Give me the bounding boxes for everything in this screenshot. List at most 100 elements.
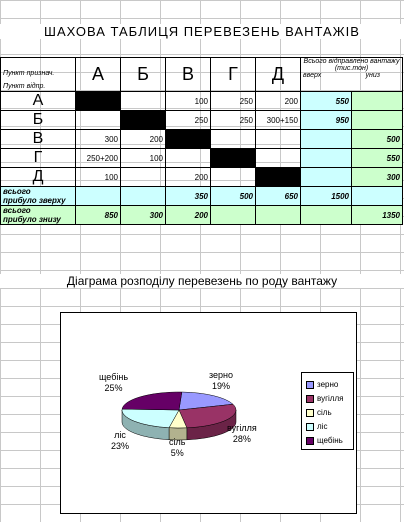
diagonal-cell[interactable]	[255, 167, 301, 187]
data-cell[interactable]	[255, 148, 301, 168]
sent-up-cell[interactable]: 550	[300, 91, 352, 111]
sent-down-cell[interactable]: 300	[351, 167, 403, 187]
col-header-v[interactable]: В	[165, 57, 211, 92]
pie-label-sil: сіль 5%	[169, 437, 185, 459]
pie-label-shchebin: щебінь 25%	[99, 372, 128, 394]
data-cell[interactable]	[210, 129, 256, 149]
data-cell[interactable]	[165, 148, 211, 168]
pie-label-lis: ліс 23%	[111, 430, 129, 452]
totals-top-cell[interactable]: 350	[165, 186, 211, 206]
row-header[interactable]: А	[0, 91, 76, 111]
data-cell[interactable]: 200	[255, 91, 301, 111]
row-header[interactable]: Д	[0, 167, 76, 187]
totals-top-label[interactable]: всього прибуло зверху	[0, 186, 76, 206]
data-cell[interactable]: 250+200	[75, 148, 121, 168]
data-cell[interactable]: 300+150	[255, 110, 301, 130]
legend-swatch	[306, 408, 314, 417]
data-cell[interactable]: 250	[165, 110, 211, 130]
pie-slice-ліс[interactable]	[121, 408, 180, 428]
data-cell[interactable]: 100	[120, 148, 166, 168]
pie-label-value: 5%	[170, 448, 184, 458]
pie-chart-svg	[121, 391, 237, 441]
totals-bottom-cell[interactable]: 200	[165, 205, 211, 225]
totals-bottom-label-1: всього	[3, 206, 31, 215]
data-cell[interactable]: 250	[210, 110, 256, 130]
totals-top-label-2: прибуло зверху	[3, 196, 66, 205]
sent-down-cell[interactable]: 500	[351, 129, 403, 149]
pie-label-value: 28%	[232, 434, 251, 444]
legend-swatch	[306, 394, 314, 403]
totals-top-cell[interactable]: 650	[255, 186, 301, 206]
row-header[interactable]: Б	[0, 110, 76, 130]
diagonal-cell[interactable]	[210, 148, 256, 168]
pie-label-name: щебінь	[99, 372, 129, 382]
row-header[interactable]: В	[0, 129, 76, 149]
sent-up-cell[interactable]	[300, 129, 352, 149]
sent-title: Всього відправлено вантажу (тис.тон)	[303, 58, 400, 72]
sent-up-cell[interactable]	[300, 148, 352, 168]
totals-top-label-1: всього	[3, 187, 31, 196]
totals-bottom-empty[interactable]	[300, 205, 352, 225]
legend-item: вугілля	[306, 393, 343, 404]
sheet-title: ШАХОВА ТАБЛИЦЯ ПЕРЕВЕЗЕНЬ ВАНТАЖІВ	[0, 24, 404, 39]
col-header-d[interactable]: Д	[255, 57, 301, 92]
legend-swatch	[306, 422, 314, 431]
totals-top-cell[interactable]	[120, 186, 166, 206]
totals-bottom-cell[interactable]: 850	[75, 205, 121, 225]
down-label: униз	[365, 72, 381, 79]
legend-item: сіль	[306, 407, 332, 418]
diagonal-cell[interactable]	[120, 110, 166, 130]
pie-label-vuhillia: вугілля 28%	[227, 423, 257, 445]
legend-item: щебінь	[306, 435, 343, 446]
col-header-a[interactable]: А	[75, 57, 121, 92]
data-cell[interactable]	[255, 129, 301, 149]
pie-slice-щебінь[interactable]	[121, 391, 183, 411]
sent-up-cell[interactable]: 950	[300, 110, 352, 130]
sent-up-cell[interactable]	[300, 167, 352, 187]
data-cell[interactable]: 100	[165, 91, 211, 111]
legend-label: щебінь	[317, 436, 343, 445]
data-cell[interactable]: 250	[210, 91, 256, 111]
sent-down-cell[interactable]	[351, 91, 403, 111]
chess-table: Пункт признач. Пункт відпр. А Б В Г Д Вс…	[0, 57, 403, 225]
data-cell[interactable]: 200	[165, 167, 211, 187]
totals-bottom-cell[interactable]	[210, 205, 256, 225]
pie-slice-вугілля[interactable]	[178, 403, 237, 429]
totals-top-cell[interactable]	[75, 186, 121, 206]
totals-bottom-sum[interactable]: 1350	[351, 205, 403, 225]
pie-chart[interactable]: щебінь 25% зерно 19% вугілля 28% сіль 5%…	[60, 312, 357, 514]
data-cell[interactable]: 100	[75, 167, 121, 187]
diagonal-cell[interactable]	[165, 129, 211, 149]
totals-bottom-label[interactable]: всього прибуло знизу	[0, 205, 76, 225]
sent-down-cell[interactable]: 550	[351, 148, 403, 168]
totals-top-empty[interactable]	[351, 186, 403, 206]
totals-top-cell[interactable]: 500	[210, 186, 256, 206]
totals-bottom-cell[interactable]: 300	[120, 205, 166, 225]
pie-label-name: зерно	[209, 370, 234, 380]
totals-top-sum[interactable]: 1500	[300, 186, 352, 206]
diagonal-cell[interactable]	[75, 91, 121, 111]
data-cell[interactable]	[75, 110, 121, 130]
data-cell[interactable]	[120, 167, 166, 187]
origin-label: Пункт відпр.	[3, 83, 46, 90]
sent-down-cell[interactable]	[351, 110, 403, 130]
sent-header[interactable]: Всього відправлено вантажу (тис.тон) вве…	[300, 57, 403, 92]
data-cell[interactable]	[120, 91, 166, 111]
pie-label-zerno: зерно 19%	[209, 370, 233, 392]
data-cell[interactable]: 300	[75, 129, 121, 149]
header-corner[interactable]: Пункт признач. Пункт відпр.	[0, 57, 76, 92]
legend-label: сіль	[317, 408, 332, 417]
pie-label-value: 25%	[104, 383, 123, 393]
row-header[interactable]: Г	[0, 148, 76, 168]
pie-label-name: ліс	[114, 430, 126, 440]
pie-label-value: 19%	[212, 381, 231, 391]
legend-label: вугілля	[317, 394, 344, 403]
col-header-b[interactable]: Б	[120, 57, 166, 92]
diagram-title: Діаграма розподілу перевезень по роду ва…	[0, 274, 404, 288]
totals-bottom-cell[interactable]	[255, 205, 301, 225]
chart-legend: зерно вугілля сіль ліс щебінь	[301, 372, 354, 450]
col-header-g[interactable]: Г	[210, 57, 256, 92]
legend-swatch	[306, 380, 314, 389]
data-cell[interactable]	[210, 167, 256, 187]
data-cell[interactable]: 200	[120, 129, 166, 149]
